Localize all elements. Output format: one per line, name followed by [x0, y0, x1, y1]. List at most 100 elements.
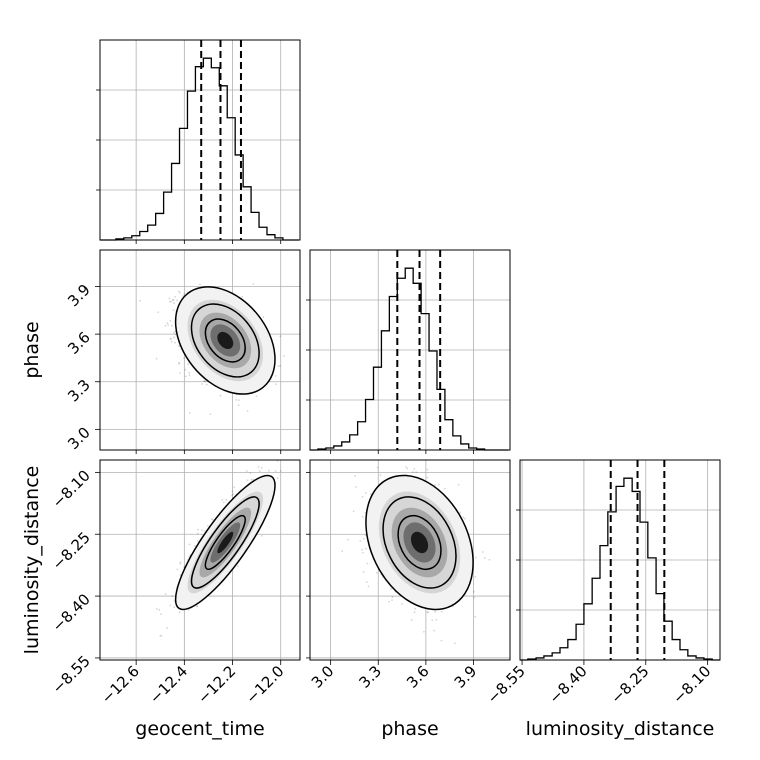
sample-point: [157, 311, 160, 314]
sample-point: [472, 590, 475, 593]
sample-point: [170, 337, 173, 340]
sample-point: [361, 515, 364, 518]
sample-point: [173, 600, 176, 602]
sample-point: [188, 543, 191, 546]
sample-point: [400, 458, 402, 460]
panel-2d-phase_vs_luminosity_distance: [309, 458, 511, 661]
sample-point: [201, 383, 203, 385]
sample-point: [431, 619, 434, 622]
sample-point: [488, 558, 491, 561]
sample-point: [170, 300, 173, 303]
density-level-4: [217, 531, 234, 554]
sample-point: [210, 518, 213, 520]
ytick-label-phase-3: 3.9: [64, 281, 94, 311]
sample-point: [179, 561, 182, 564]
panel-content-geocent_time_vs_luminosity_distance: [155, 460, 282, 637]
sample-point: [219, 394, 222, 397]
sample-point: [427, 611, 429, 613]
frame-hist-geocent_time: [99, 39, 301, 241]
sample-point: [250, 478, 253, 481]
sample-point: [222, 501, 225, 504]
sample-point: [196, 605, 198, 608]
panel-content-phase_vs_luminosity_distance: [341, 458, 491, 645]
ytick-label-luminosity_distance-0: −8.55: [49, 652, 94, 697]
sample-point: [170, 340, 173, 343]
sample-point: [413, 468, 416, 470]
sample-point: [164, 324, 167, 327]
frame-geocent_time_vs_phase: [99, 249, 301, 451]
histogram-geocent_time: [100, 57, 299, 241]
sample-point: [274, 375, 277, 377]
sample-point: [354, 475, 356, 477]
sample-point: [426, 468, 429, 471]
sample-point: [174, 295, 177, 298]
sample-point: [433, 629, 435, 632]
sample-point: [237, 404, 240, 406]
sample-point: [414, 608, 417, 610]
sample-point: [252, 283, 255, 285]
xtick-label-luminosity_distance-3: −8.10: [669, 662, 714, 707]
sample-point: [178, 345, 180, 348]
sample-point: [158, 608, 161, 611]
sample-point: [139, 299, 142, 302]
xtick-label-luminosity_distance-0: −8.55: [484, 662, 529, 707]
sample-point: [174, 333, 177, 336]
sample-point: [164, 593, 167, 595]
sample-point: [376, 466, 379, 469]
frame-hist-phase: [309, 249, 511, 451]
sample-point: [173, 331, 176, 334]
xtick-label-luminosity_distance-1: −8.40: [546, 662, 591, 707]
sample-point: [406, 467, 409, 470]
sample-point: [201, 529, 203, 532]
sample-point: [279, 364, 281, 367]
contour-1: [190, 496, 260, 589]
sample-point: [169, 338, 172, 340]
sample-point: [257, 466, 260, 468]
sample-point: [258, 470, 261, 472]
sample-point: [187, 609, 190, 611]
frame-hist-luminosity_distance: [519, 459, 721, 661]
sample-point: [361, 551, 364, 554]
sample-point: [179, 372, 181, 374]
sample-point: [166, 322, 169, 325]
sample-point: [199, 283, 201, 286]
contour-0: [174, 474, 276, 611]
xtick-label-geocent_time-3: −12.0: [242, 662, 287, 707]
sample-point: [369, 493, 372, 495]
sample-point: [196, 605, 199, 608]
sample-point: [440, 639, 443, 642]
sample-point: [171, 324, 173, 327]
sample-point: [159, 634, 162, 637]
sample-point: [188, 374, 191, 377]
sample-point: [193, 545, 196, 547]
sample-point: [362, 537, 365, 540]
contour-0: [174, 286, 276, 395]
xtick-label-phase-0: 3.0: [308, 662, 338, 692]
ytick-label-phase-0: 3.0: [64, 423, 94, 453]
sample-point: [171, 298, 174, 301]
sample-point: [196, 532, 199, 535]
sample-point: [435, 619, 438, 621]
sample-point: [388, 600, 391, 603]
sample-point: [391, 599, 393, 601]
sample-point: [283, 355, 286, 357]
sample-point: [275, 383, 277, 386]
ytick-label-phase-1: 3.3: [64, 376, 94, 406]
sample-point: [169, 319, 172, 322]
histogram-luminosity_distance: [520, 477, 720, 661]
sample-point: [274, 470, 277, 472]
sample-point: [169, 300, 171, 303]
sample-point: [355, 486, 357, 488]
x-axis-label-luminosity_distance: luminosity_distance: [526, 718, 715, 740]
sample-point: [459, 511, 462, 514]
sample-point: [178, 361, 181, 364]
y-axis-label-phase: phase: [21, 321, 43, 378]
density-level-4: [217, 331, 234, 350]
sample-point: [474, 575, 477, 578]
sample-point: [178, 611, 181, 614]
sample-point: [473, 596, 476, 599]
sample-point: [362, 571, 365, 573]
sample-point: [412, 471, 414, 473]
